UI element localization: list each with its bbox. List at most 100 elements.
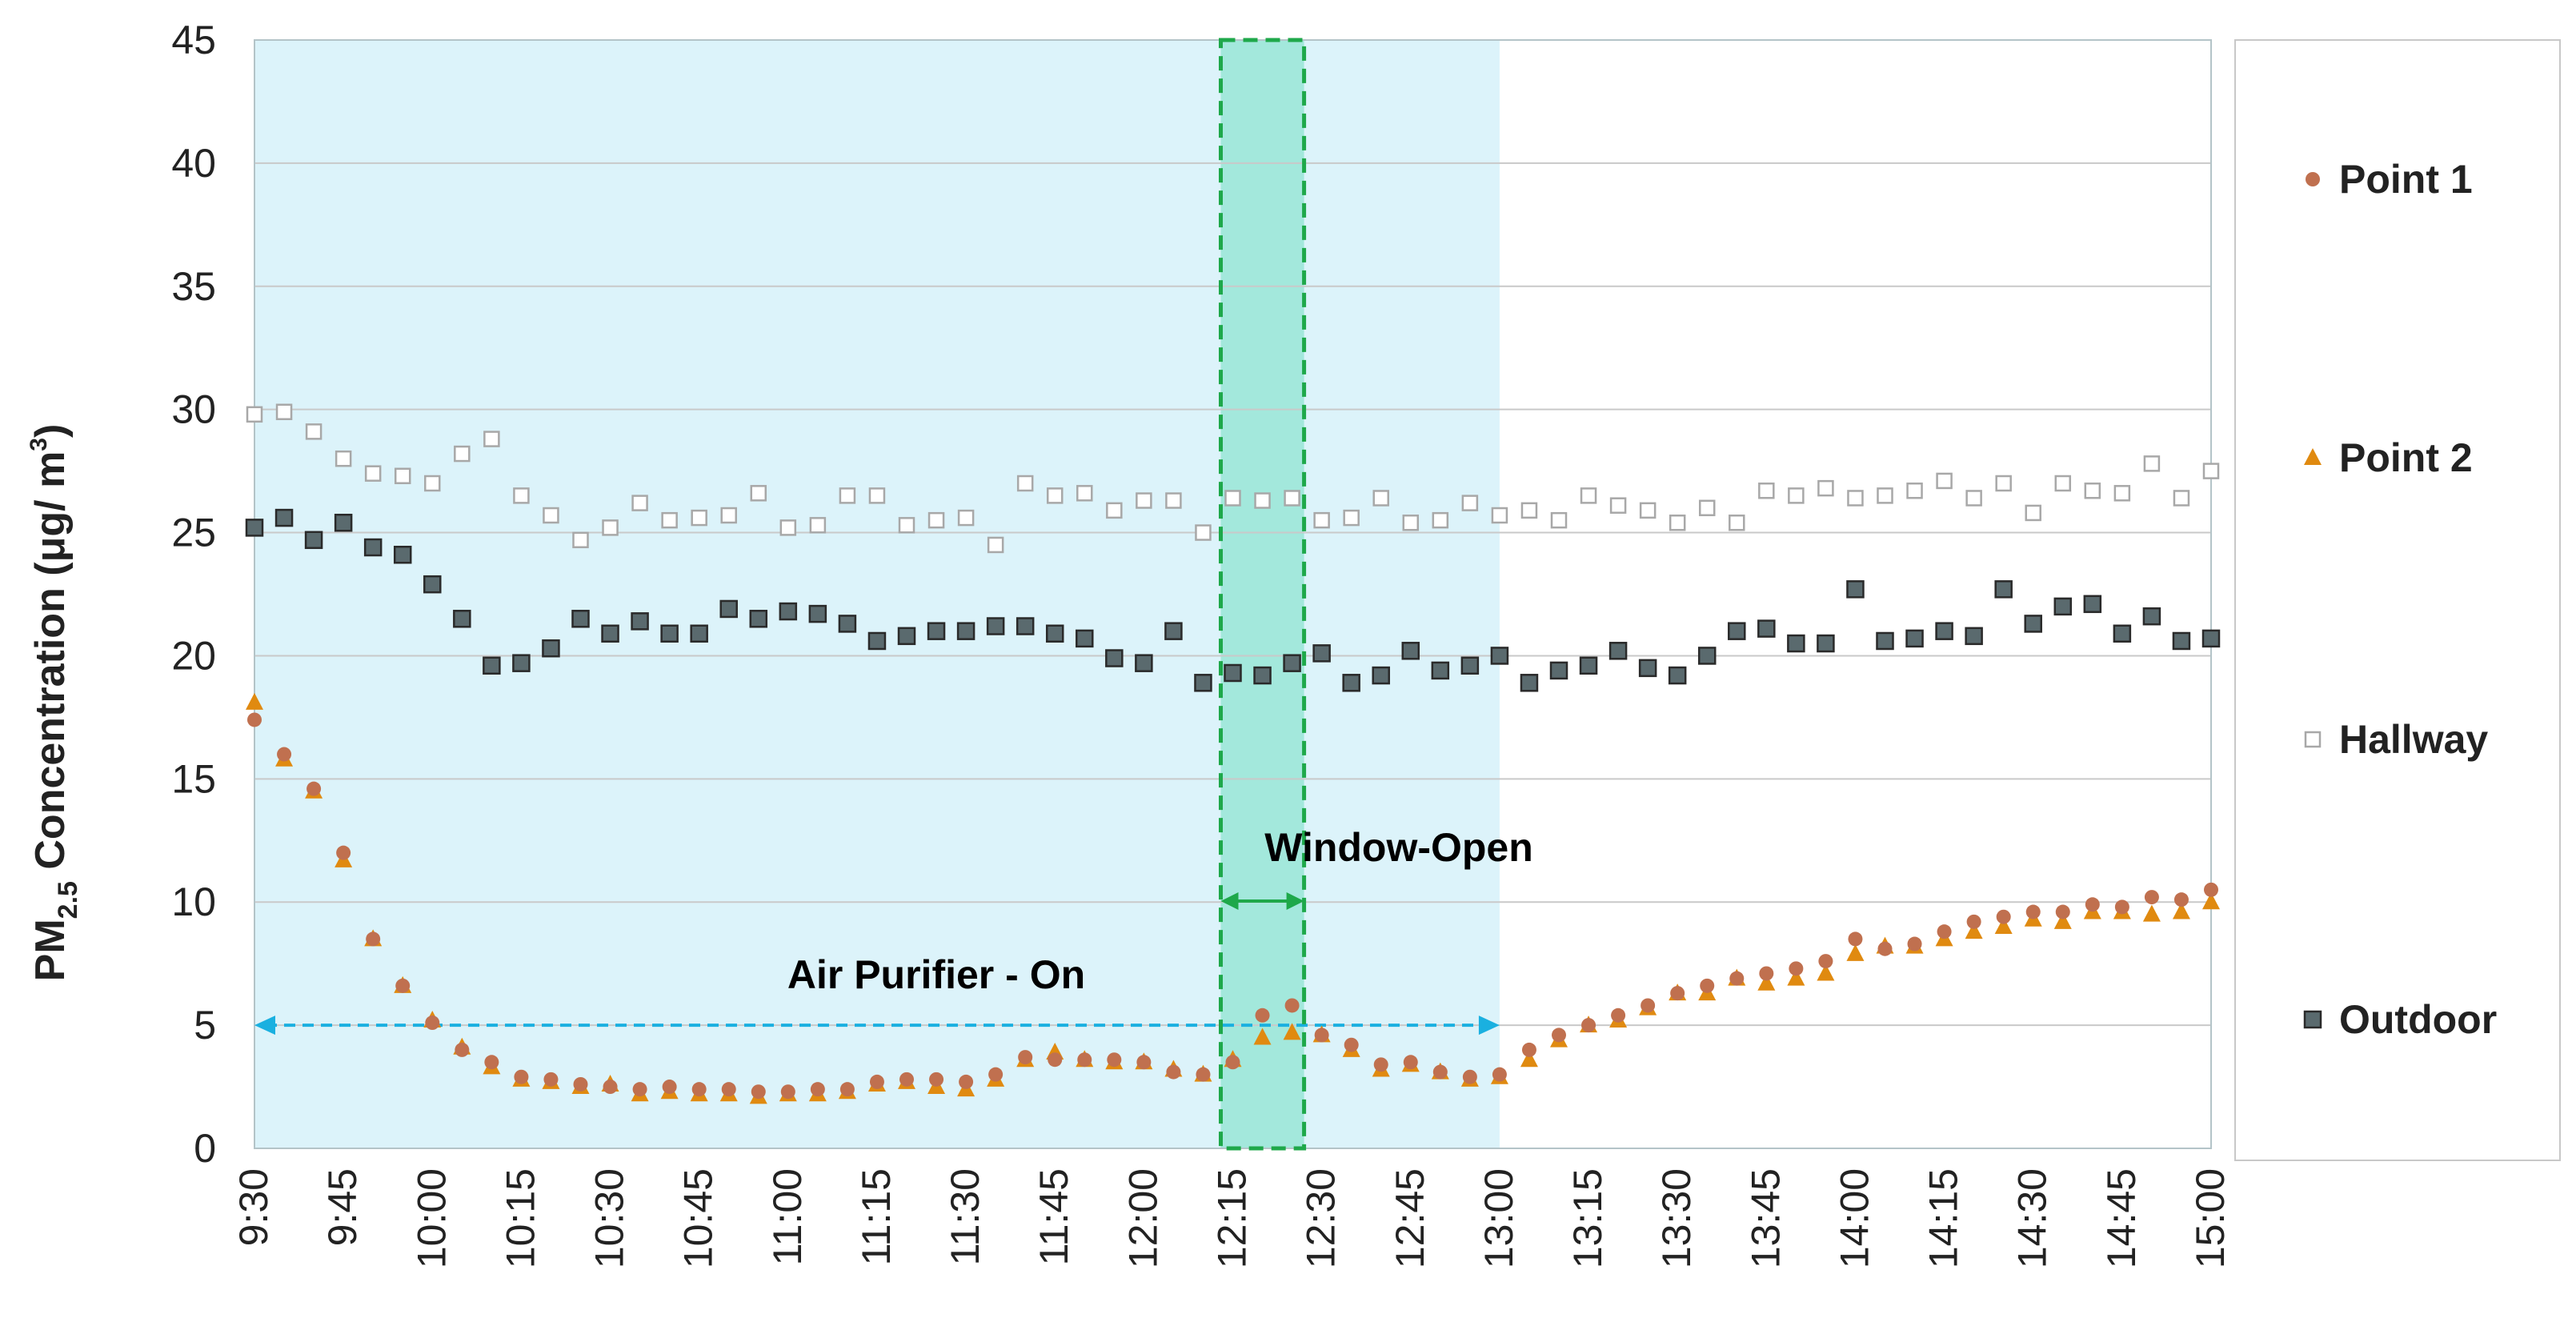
hallway-point xyxy=(2084,482,2101,499)
series-point-1 xyxy=(247,712,2218,1100)
x-tick-label: 12:45 xyxy=(1388,1168,1432,1268)
x-tick-label: 13:15 xyxy=(1565,1168,1610,1268)
point-1-point xyxy=(1196,1067,1211,1082)
point-1-point xyxy=(1789,961,1804,976)
outdoor-point xyxy=(631,612,649,631)
x-tick-label: 11:15 xyxy=(854,1168,899,1265)
x-tick-label: 11:00 xyxy=(765,1168,810,1265)
x-tick-label: 12:15 xyxy=(1210,1168,1255,1268)
hallway-point xyxy=(1936,472,1953,490)
hallway-point xyxy=(424,475,441,492)
hallway-point xyxy=(275,403,293,420)
point-2-point xyxy=(246,692,263,710)
point-1-point xyxy=(1581,1018,1596,1033)
point-1-point xyxy=(1255,1008,1270,1023)
hallway-point xyxy=(1284,490,1300,507)
y-tick-label: 25 xyxy=(171,511,216,555)
point-1-point xyxy=(2173,892,2189,907)
outdoor-point xyxy=(1045,624,1064,643)
outdoor-point xyxy=(512,654,531,672)
outdoor-point xyxy=(1935,622,1953,640)
outdoor-point xyxy=(808,604,827,623)
y-axis-title-main: PM xyxy=(27,919,74,981)
outdoor-point xyxy=(423,575,442,594)
x-tick-label: 12:00 xyxy=(1120,1168,1165,1268)
hallway-point xyxy=(454,445,471,463)
outdoor-point xyxy=(334,513,353,532)
point-1-point xyxy=(543,1072,559,1087)
x-tick-label: 13:30 xyxy=(1654,1168,1699,1268)
outdoor-point xyxy=(1549,661,1568,680)
point-1-point xyxy=(1700,978,1715,993)
point-1-point xyxy=(1344,1037,1359,1052)
point-1-point xyxy=(1848,931,1863,947)
hallway-point xyxy=(750,485,767,502)
point-1-point xyxy=(1107,1052,1122,1068)
hallway-point xyxy=(1224,490,1241,507)
point-2-point xyxy=(1846,943,1865,961)
outdoor-point xyxy=(1194,674,1212,692)
outdoor-point xyxy=(245,519,264,537)
y-axis-title-rest: Concentration (μg/ m xyxy=(27,451,74,881)
hallway-point xyxy=(246,406,263,423)
outdoor-point xyxy=(1668,666,1687,685)
y-tick-label: 10 xyxy=(171,879,216,924)
outdoor-point xyxy=(2172,631,2191,651)
y-tick-label: 30 xyxy=(171,387,216,432)
point-1-point xyxy=(306,781,322,796)
point-1-point xyxy=(1937,924,1952,939)
point-2-point xyxy=(1817,963,1835,981)
hallway-point xyxy=(1402,514,1420,531)
point-1-point xyxy=(514,1069,529,1084)
point-1-point xyxy=(1136,1055,1152,1070)
air-purifier-arrow xyxy=(254,1016,1500,1036)
outdoor-point xyxy=(1994,580,2013,599)
legend-item-outdoor: Outdoor xyxy=(2303,997,2497,1042)
hallway-point xyxy=(2113,485,2131,502)
hallway-point xyxy=(2173,490,2190,507)
point-1-point xyxy=(1729,971,1745,986)
outdoor-point xyxy=(453,610,471,628)
point-1-point xyxy=(929,1072,944,1087)
point-1-point xyxy=(1907,936,1922,951)
outdoor-point xyxy=(956,622,976,640)
hallway-point xyxy=(1788,487,1805,504)
hallway-point xyxy=(1817,479,1834,497)
hallway-point xyxy=(1669,514,1686,531)
hallway-point xyxy=(1520,502,1538,519)
outdoor-point xyxy=(1431,661,1450,680)
hallway-point xyxy=(1758,482,1775,499)
point-1-point xyxy=(2025,904,2041,919)
legend-label-outdoor: Outdoor xyxy=(2339,997,2497,1042)
x-tick-label: 12:30 xyxy=(1299,1168,1344,1268)
point-1-point xyxy=(721,1082,736,1097)
outdoor-point xyxy=(1608,642,1628,660)
outdoor-point xyxy=(1401,642,1420,660)
hallway-point xyxy=(483,431,500,447)
point-2-point xyxy=(2172,902,2190,919)
point-1-point xyxy=(1996,909,2011,924)
hallway-point xyxy=(779,519,797,536)
point-1-point xyxy=(1877,941,1893,956)
outdoor-point xyxy=(986,617,1005,635)
series-hallway xyxy=(246,403,2220,554)
hallway-point xyxy=(1372,490,1389,507)
series-outdoor xyxy=(245,508,2221,692)
hallway-point xyxy=(1729,514,1745,531)
hallway-point xyxy=(2143,455,2161,472)
point-1-point xyxy=(2114,899,2129,915)
outdoor-point xyxy=(927,622,946,640)
outdoor-point xyxy=(2113,624,2132,643)
legend-label-hallway: Hallway xyxy=(2339,717,2488,762)
hallway-point xyxy=(1195,524,1212,541)
outdoor-point xyxy=(779,602,798,621)
y-tick-label: 15 xyxy=(171,756,216,801)
x-tick-label: 9:30 xyxy=(231,1168,276,1246)
point-1-point xyxy=(1492,1067,1507,1082)
outdoor-point xyxy=(838,615,857,633)
outdoor-point xyxy=(897,627,916,646)
point-1-point xyxy=(484,1055,499,1070)
point-1-point xyxy=(810,1082,825,1097)
point-1-point xyxy=(662,1080,677,1095)
